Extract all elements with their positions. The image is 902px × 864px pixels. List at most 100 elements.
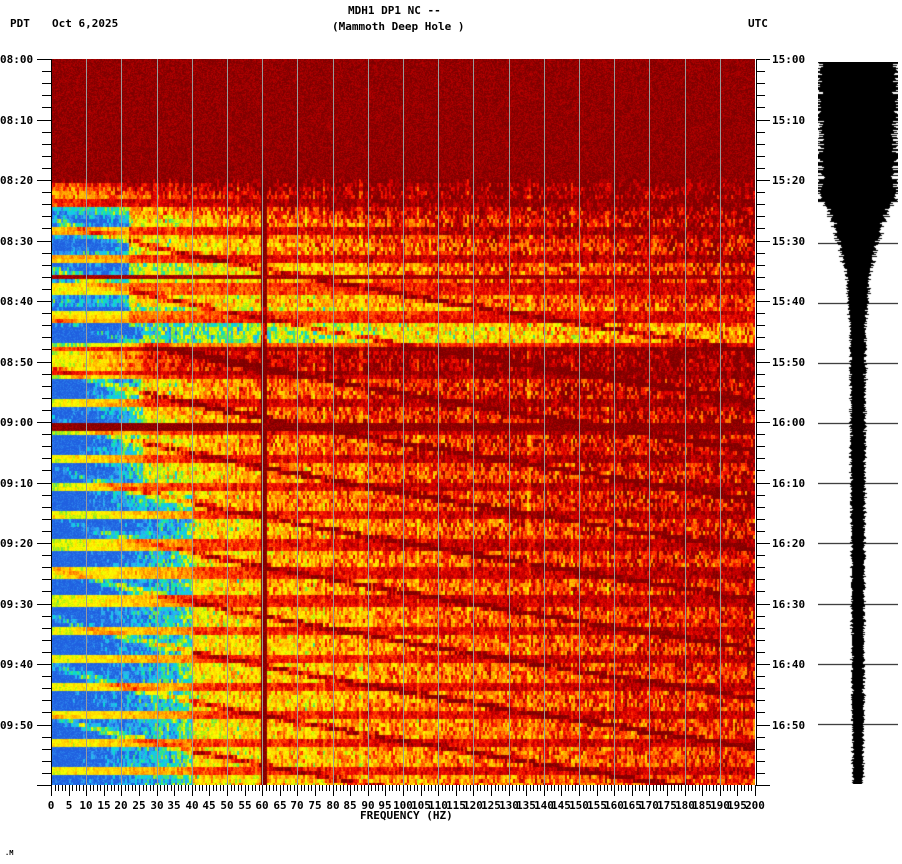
time-tick-major	[756, 180, 770, 181]
time-tick-minor	[756, 216, 765, 217]
freq-tick-minor	[164, 785, 165, 791]
time-tick-major	[756, 241, 770, 242]
freq-tick-minor	[259, 785, 260, 791]
time-tick-minor	[756, 640, 765, 641]
time-tick-minor	[756, 374, 765, 375]
time-tick-minor	[756, 591, 765, 592]
freq-tick-minor	[709, 785, 710, 791]
freq-tick-minor	[195, 785, 196, 791]
header-timezone-right: UTC	[748, 17, 768, 30]
freq-tick-major	[69, 785, 70, 796]
freq-label: 125	[481, 799, 501, 812]
freq-tick-major	[473, 785, 474, 796]
freq-label: 40	[185, 799, 199, 812]
freq-tick-minor	[727, 785, 728, 791]
freq-tick-minor	[392, 785, 393, 791]
time-label-utc: 16:40	[772, 658, 806, 671]
time-label-utc: 15:00	[772, 53, 806, 66]
time-tick-minor	[42, 253, 51, 254]
time-label-utc: 16:30	[772, 598, 806, 611]
time-tick-minor	[42, 95, 51, 96]
header-station-name: (Mammoth Deep Hole )	[332, 20, 465, 33]
freq-tick-minor	[171, 785, 172, 791]
freq-tick-minor	[357, 785, 358, 791]
freq-tick-major	[438, 785, 439, 796]
time-tick-major	[756, 543, 770, 544]
time-tick-minor	[756, 761, 765, 762]
time-tick-minor	[42, 773, 51, 774]
freq-tick-minor	[533, 785, 534, 791]
freq-tick-minor	[656, 785, 657, 791]
freq-tick-minor	[600, 785, 601, 791]
freq-tick-minor	[269, 785, 270, 791]
time-tick-minor	[756, 277, 765, 278]
freq-tick-minor	[266, 785, 267, 791]
time-tick-minor	[42, 132, 51, 133]
freq-tick-minor	[354, 785, 355, 791]
time-tick-minor	[42, 761, 51, 762]
freq-tick-minor	[435, 785, 436, 791]
freq-tick-major	[104, 785, 105, 796]
time-label-pdt: 08:10	[0, 114, 34, 127]
freq-tick-minor	[100, 785, 101, 791]
freq-tick-minor	[290, 785, 291, 791]
freq-tick-minor	[692, 785, 693, 791]
freq-tick-minor	[502, 785, 503, 791]
time-tick-major	[37, 604, 51, 605]
freq-tick-minor	[220, 785, 221, 791]
time-tick-minor	[756, 519, 765, 520]
time-tick-minor	[42, 228, 51, 229]
freq-label: 200	[745, 799, 765, 812]
time-tick-minor	[756, 253, 765, 254]
time-tick-minor	[756, 386, 765, 387]
freq-tick-minor	[428, 785, 429, 791]
time-tick-major	[756, 120, 770, 121]
time-tick-minor	[756, 398, 765, 399]
time-tick-minor	[756, 289, 765, 290]
freq-label: 10	[79, 799, 93, 812]
freq-tick-major	[280, 785, 281, 796]
freq-tick-minor	[466, 785, 467, 791]
freq-tick-major	[385, 785, 386, 796]
freq-tick-minor	[294, 785, 295, 791]
freq-tick-minor	[382, 785, 383, 791]
time-tick-minor	[42, 749, 51, 750]
freq-label: 70	[290, 799, 304, 812]
time-label-utc: 15:30	[772, 235, 806, 248]
freq-tick-minor	[671, 785, 672, 791]
header-timezone-left: PDT	[10, 17, 30, 30]
time-tick-major	[756, 664, 770, 665]
spectrogram-plot[interactable]	[51, 59, 755, 785]
time-label-pdt: 09:50	[0, 719, 34, 732]
freq-tick-minor	[723, 785, 724, 791]
time-label-utc: 16:10	[772, 477, 806, 490]
freq-tick-minor	[540, 785, 541, 791]
freq-tick-minor	[748, 785, 749, 791]
freq-tick-minor	[178, 785, 179, 791]
freq-tick-major	[421, 785, 422, 796]
time-tick-minor	[42, 265, 51, 266]
freq-tick-minor	[153, 785, 154, 791]
time-tick-minor	[756, 156, 765, 157]
time-label-pdt: 09:30	[0, 598, 34, 611]
freq-tick-minor	[93, 785, 94, 791]
freq-tick-major	[403, 785, 404, 796]
time-tick-major	[756, 604, 770, 605]
freq-tick-minor	[83, 785, 84, 791]
time-tick-minor	[756, 107, 765, 108]
plot-border	[51, 59, 757, 785]
freq-label: 80	[326, 799, 340, 812]
freq-tick-minor	[128, 785, 129, 791]
time-tick-major	[37, 59, 51, 60]
freq-label: 95	[378, 799, 392, 812]
time-tick-minor	[756, 652, 765, 653]
time-tick-minor	[756, 204, 765, 205]
freq-tick-major	[614, 785, 615, 796]
freq-label: 130	[499, 799, 519, 812]
time-tick-major	[37, 483, 51, 484]
freq-tick-minor	[484, 785, 485, 791]
freq-label: 115	[446, 799, 466, 812]
time-tick-major	[37, 180, 51, 181]
freq-tick-minor	[523, 785, 524, 791]
time-tick-major	[756, 301, 770, 302]
